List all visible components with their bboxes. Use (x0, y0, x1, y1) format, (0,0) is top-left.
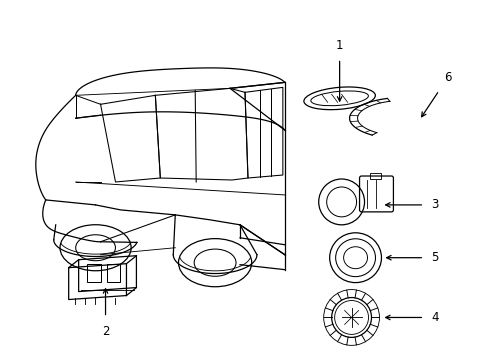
Text: 6: 6 (443, 71, 451, 84)
Bar (86, 264, 101, 282)
Text: 5: 5 (430, 251, 438, 264)
Text: 1: 1 (335, 40, 343, 53)
Text: 2: 2 (102, 325, 109, 338)
Bar (369, 173, 381, 179)
Text: 3: 3 (430, 198, 438, 211)
Bar (106, 264, 120, 282)
Text: 4: 4 (430, 311, 438, 324)
